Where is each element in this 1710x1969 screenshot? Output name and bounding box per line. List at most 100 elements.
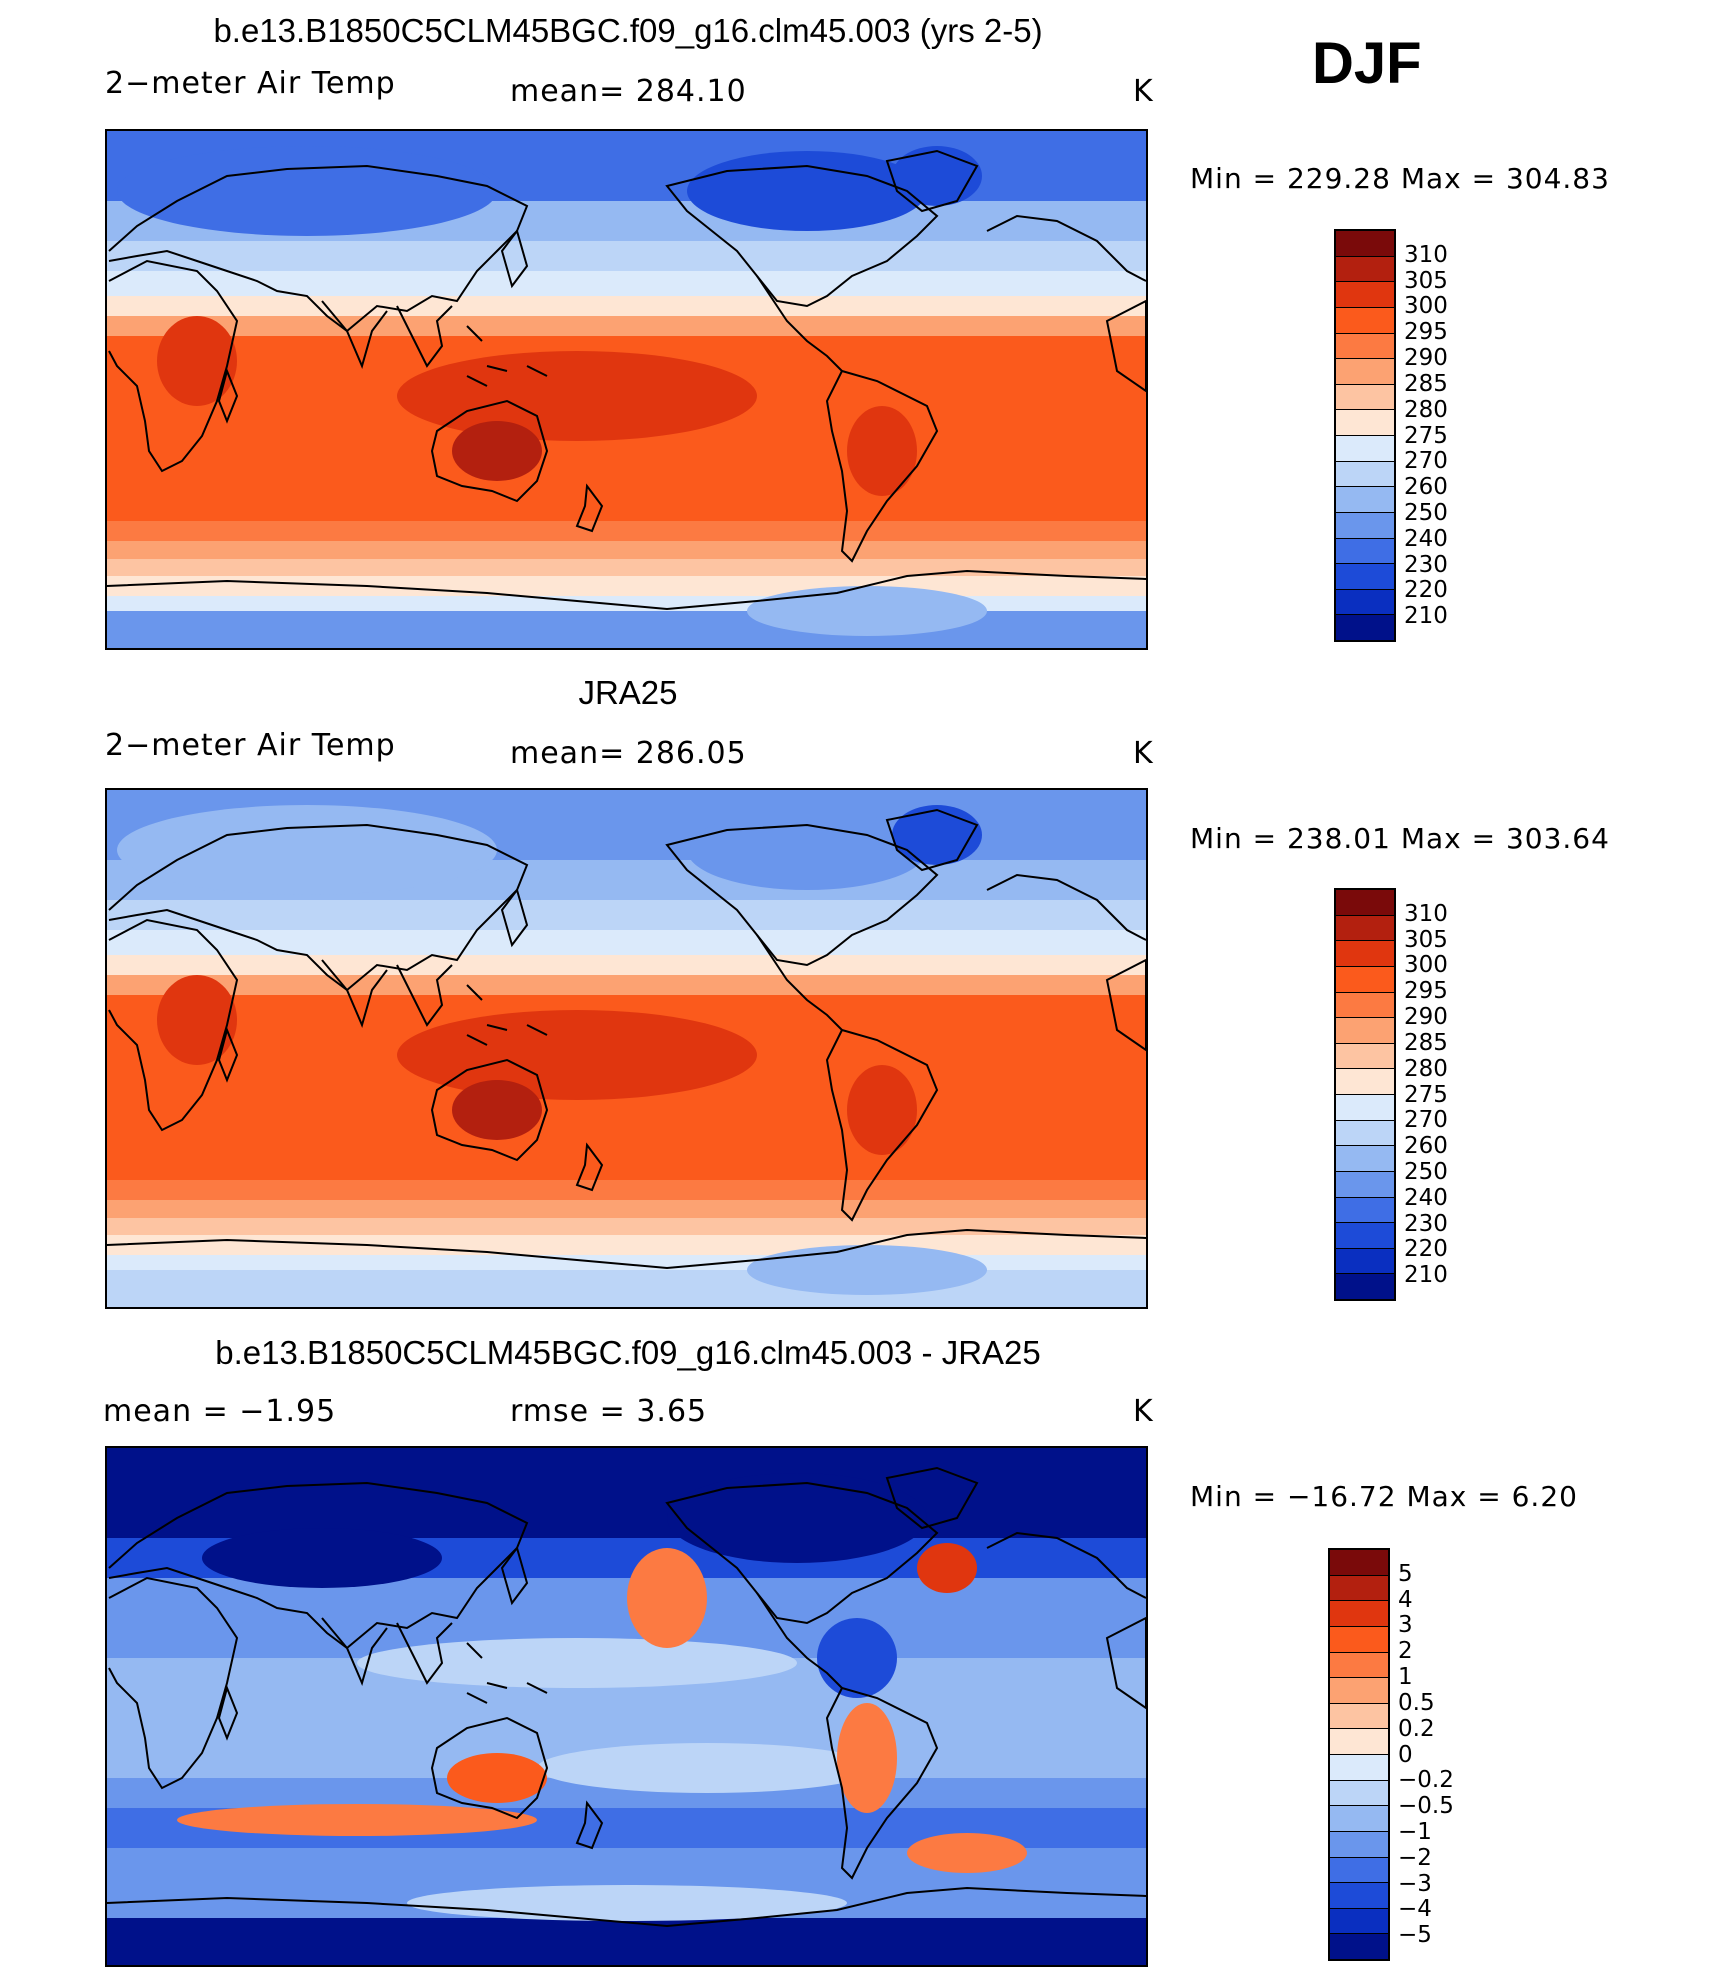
cold-region: [687, 810, 927, 890]
colorbar-swatch: [1330, 1857, 1388, 1884]
colorbar-swatch: [1336, 1197, 1394, 1224]
coastline: [1105, 1616, 1146, 1710]
coastline: [321, 959, 388, 1028]
hot-spot: [847, 1065, 917, 1155]
colorbar-tick-label: 300: [1404, 293, 1448, 320]
hot-spot: [452, 421, 542, 481]
positive-anomaly: [627, 1548, 707, 1648]
difference-region: [357, 1638, 797, 1688]
positive-anomaly: [177, 1804, 537, 1836]
colorbar-swatch: [1336, 231, 1394, 257]
coastline: [107, 1886, 1146, 1928]
coastline: [500, 1545, 529, 1606]
colorbar-swatch: [1336, 1171, 1394, 1198]
temperature-band: [107, 316, 1146, 336]
coastline: [108, 918, 239, 1132]
colorbar-tick-label: 250: [1404, 499, 1448, 526]
colorbar-tick-label: 0.2: [1398, 1715, 1435, 1742]
colorbar-swatch: [1336, 333, 1394, 360]
colorbar-tick-label: 240: [1404, 525, 1448, 552]
colorbar-swatch: [1330, 1934, 1388, 1959]
colorbar-swatch: [1330, 1908, 1388, 1935]
colorbar-swatch: [1336, 1018, 1394, 1044]
colorbar-tick-label: 210: [1404, 1262, 1448, 1289]
coastline: [575, 1142, 604, 1192]
colorbar-tick-label: 305: [1404, 267, 1448, 294]
coastlines: [107, 149, 1146, 611]
colorbar-tick-label: 250: [1404, 1158, 1448, 1185]
colorbar-swatch: [1336, 436, 1394, 462]
coastline: [986, 873, 1146, 941]
colorbar-tick-label: −4: [1398, 1896, 1432, 1923]
cold-region: [747, 586, 987, 636]
colorbar-swatch: [1336, 992, 1394, 1019]
coastline: [825, 369, 939, 563]
colorbar-swatch: [1336, 1274, 1394, 1299]
colorbar-tick-label: 285: [1404, 370, 1448, 397]
colorbar-swatch: [1336, 1095, 1394, 1121]
cold-region: [747, 1245, 987, 1295]
coastline: [575, 483, 604, 533]
colorbar-swatch: [1336, 307, 1394, 334]
difference-region: [537, 1743, 877, 1793]
colorbar-swatch: [1336, 941, 1394, 967]
coastline: [885, 1466, 979, 1530]
coastline: [107, 1228, 1146, 1270]
panel-2-mean: mean= 286.05: [510, 736, 747, 771]
colorbar-tick-label: 220: [1404, 577, 1448, 604]
colorbar-tick-label: 260: [1404, 1133, 1448, 1160]
colorbar-swatch: [1336, 461, 1394, 488]
coastline: [217, 367, 239, 424]
temperature-band: [107, 1255, 1146, 1270]
colorbar-tick-label: 290: [1404, 1004, 1448, 1031]
colorbar-tick-label: 295: [1404, 978, 1448, 1005]
hot-spot: [157, 316, 237, 406]
colorbar-tick-label: 260: [1404, 474, 1448, 501]
coastline: [885, 149, 979, 213]
colorbar-tick-label: 295: [1404, 319, 1448, 346]
colorbar-swatch: [1330, 1806, 1388, 1832]
coastline: [321, 1617, 388, 1686]
colorbar-tick-label: −0.5: [1398, 1793, 1454, 1820]
colorbar-tick-label: 0: [1398, 1741, 1413, 1768]
panel-3-units: K: [1133, 1394, 1154, 1429]
warm-pool: [397, 1010, 757, 1100]
coastline: [108, 1576, 239, 1790]
positive-anomaly: [447, 1753, 547, 1803]
colorbar-tick-label: −2: [1398, 1844, 1432, 1871]
panel-1-title: b.e13.B1850C5CLM45BGC.f09_g16.clm45.003 …: [213, 12, 1043, 49]
coastline: [665, 164, 939, 308]
coastline: [756, 1592, 843, 1689]
hot-spot: [452, 1080, 542, 1140]
temperature-band: [107, 296, 1146, 316]
colorbar-tick-label: 300: [1404, 952, 1448, 979]
colorbar-swatch: [1330, 1626, 1388, 1653]
coastline: [825, 1686, 939, 1880]
coastline: [430, 399, 549, 503]
coastline: [108, 259, 239, 473]
coastline: [396, 305, 453, 368]
colorbar-tick-label: −0.2: [1398, 1767, 1454, 1794]
colorbar-swatch: [1336, 359, 1394, 385]
panel-3-title: b.e13.B1850C5CLM45BGC.f09_g16.clm45.003 …: [215, 1334, 1041, 1371]
colorbar-swatch: [1336, 538, 1394, 565]
colorbar-swatch: [1336, 615, 1394, 640]
colorbar-tick-label: 275: [1404, 422, 1448, 449]
colorbar-tick-label: 285: [1404, 1029, 1448, 1056]
temperature-band: [107, 611, 1146, 648]
warm-pool: [397, 351, 757, 441]
temperature-band: [107, 975, 1146, 995]
coastline: [108, 1481, 529, 1650]
cold-region: [117, 146, 497, 236]
colorbar-tick-label: 270: [1404, 448, 1448, 475]
colorbar-tick-label: 1: [1398, 1664, 1413, 1691]
panel-3-colorbar: [1328, 1548, 1390, 1961]
coastlines: [107, 1466, 1146, 1928]
colorbar-swatch: [1336, 1248, 1394, 1275]
coastline: [500, 228, 529, 289]
panel-2-units: K: [1133, 736, 1154, 771]
colorbar-swatch: [1336, 1223, 1394, 1249]
coastline: [885, 808, 979, 872]
season-label: DJF: [1312, 31, 1422, 96]
panel-3-minmax: Min = −16.72 Max = 6.20: [1190, 1480, 1578, 1513]
